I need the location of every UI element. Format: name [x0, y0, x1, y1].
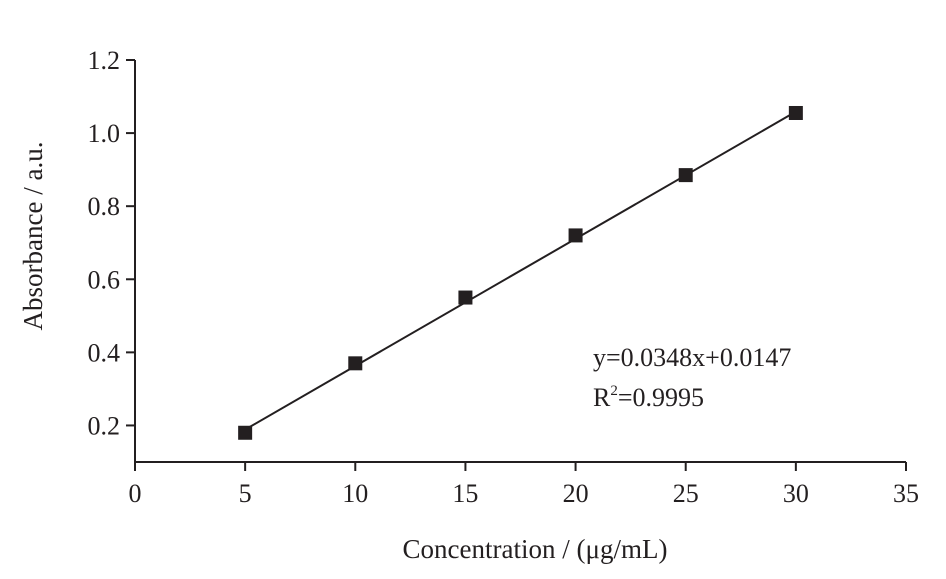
- r-squared-annotation: R2=0.9995: [593, 383, 704, 412]
- fit-line: [244, 110, 797, 431]
- x-tick-label: 10: [342, 479, 368, 508]
- x-tick-label: 30: [783, 479, 809, 508]
- data-point: [678, 168, 693, 183]
- r-squared-superscript: 2: [610, 383, 618, 399]
- y-tick-label: 0.8: [88, 192, 121, 221]
- x-tick-label: 20: [563, 479, 589, 508]
- x-tick-label: 35: [893, 479, 919, 508]
- x-tick-label: 25: [673, 479, 699, 508]
- fit-line-group: [244, 110, 797, 431]
- x-tick-label: 0: [129, 479, 142, 508]
- data-point: [788, 105, 803, 120]
- y-tick-label: 0.4: [88, 338, 121, 367]
- data-point: [458, 290, 473, 305]
- regression-equation: y=0.0348x+0.0147: [593, 343, 791, 372]
- data-point: [568, 228, 583, 243]
- y-axis-title: Absorbance / a.u.: [18, 142, 48, 331]
- r-squared-value: =0.9995: [618, 383, 704, 412]
- y-tick-label: 1.2: [88, 46, 121, 75]
- data-point: [238, 425, 253, 440]
- x-tick-label: 15: [452, 479, 478, 508]
- x-axis-title: Concentration / (μg/mL): [403, 534, 668, 564]
- data-point: [348, 356, 363, 371]
- x-tick-label: 5: [239, 479, 252, 508]
- data-points: [238, 105, 803, 440]
- y-tick-label: 0.6: [88, 265, 121, 294]
- y-tick-label: 1.0: [88, 119, 121, 148]
- y-tick-label: 0.2: [88, 411, 121, 440]
- axes: 0 5 10 15 20 25 30 35 0.2 0.4 0.6 0.8 1.0 1.2: [88, 46, 920, 508]
- r-squared-symbol: R: [593, 383, 611, 412]
